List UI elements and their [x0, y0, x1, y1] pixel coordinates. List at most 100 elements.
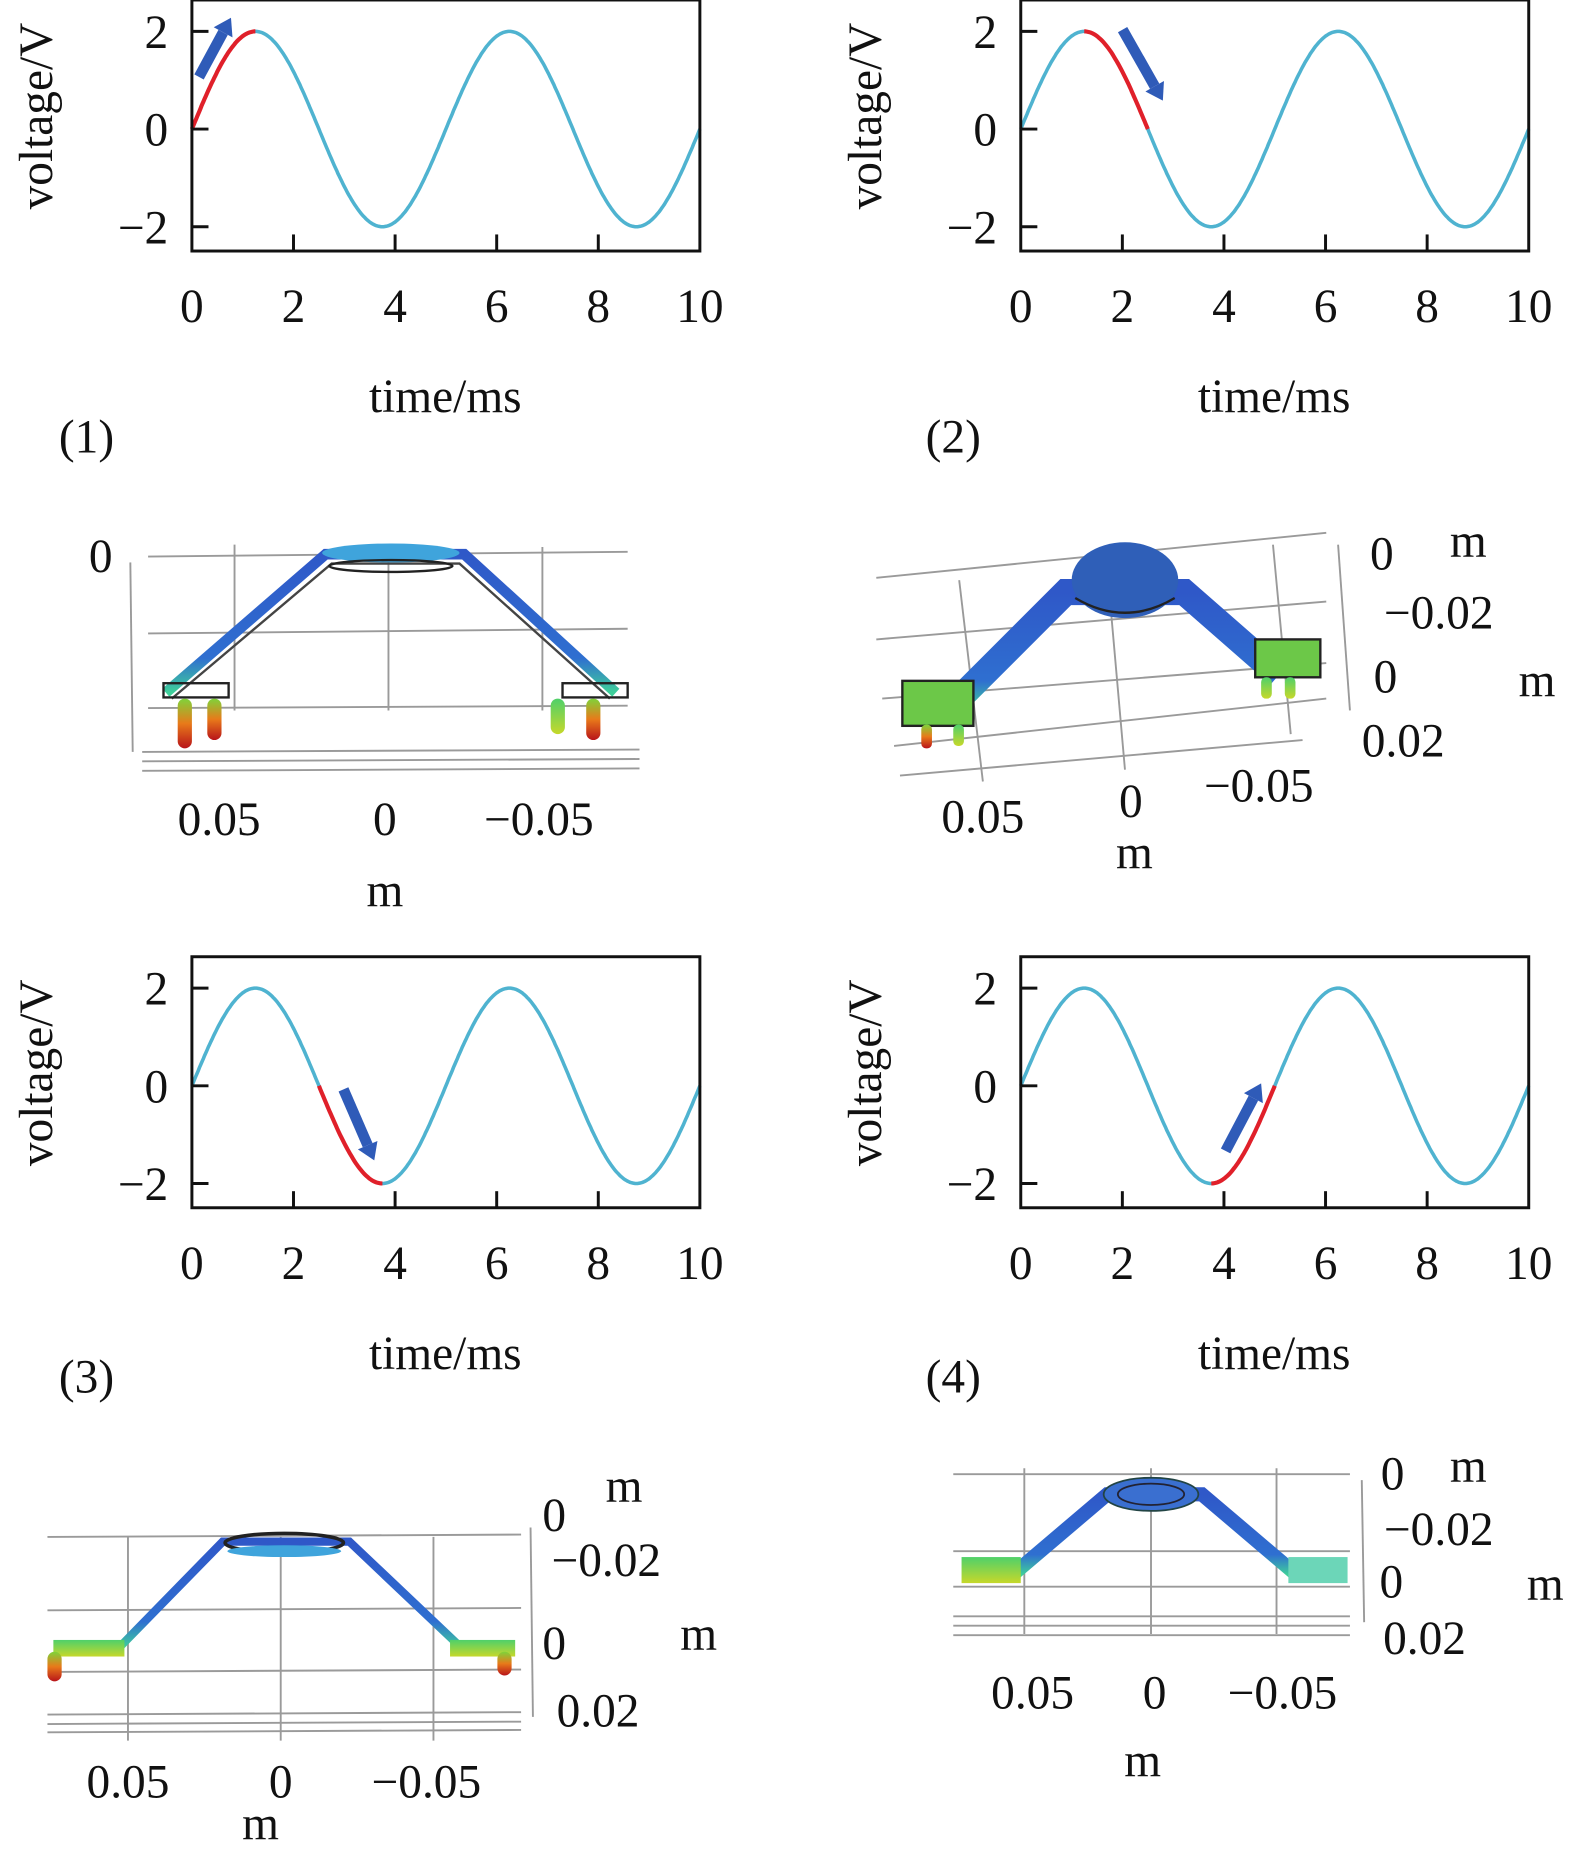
- x-tick-label: 2: [282, 1238, 306, 1290]
- plot-frame: [190, 955, 702, 1210]
- render-axis-label: m: [1450, 1440, 1487, 1492]
- arrow-head-icon: [213, 17, 233, 38]
- highlighted-segment: [1211, 1085, 1277, 1186]
- render-axis-label: m: [366, 865, 403, 917]
- deformation-render-1: [129, 543, 640, 772]
- x-tick-label: 8: [1415, 281, 1439, 333]
- x-tick-label: 6: [485, 281, 509, 333]
- plot-frame: [190, 0, 702, 253]
- direction-arrow: [1117, 26, 1160, 89]
- x-tick-label: 4: [1212, 281, 1236, 333]
- arrow-head-icon: [1243, 1083, 1263, 1104]
- render-axis-label: 0.05: [991, 1668, 1074, 1720]
- deformation-render-3: [47, 1527, 534, 1741]
- arrow-head-icon: [357, 1140, 378, 1161]
- highlighted-segment: [1084, 29, 1150, 130]
- x-tick-label: 6: [1314, 281, 1338, 333]
- direction-arrow: [1220, 1095, 1259, 1154]
- y-tick-label: 0: [973, 105, 997, 157]
- arrow-head-icon: [1145, 80, 1164, 101]
- direction-arrow: [338, 1087, 373, 1148]
- y-tick-label: 0: [145, 105, 169, 157]
- render-axis-label: m: [1527, 1559, 1564, 1611]
- voltage-curve: [1019, 29, 1531, 229]
- render-axis-label: −0.02: [552, 1535, 662, 1587]
- y-tick-label: 2: [973, 7, 997, 59]
- x-tick-label: 6: [1314, 1238, 1338, 1290]
- y-tick-label: −2: [118, 1159, 168, 1211]
- highlighted-segment: [189, 29, 256, 130]
- render-axis-label: m: [1116, 827, 1153, 879]
- x-tick-label: 8: [586, 1238, 610, 1290]
- y-tick-label: 2: [145, 964, 169, 1016]
- x-tick-label: 4: [1212, 1238, 1236, 1290]
- highlighted-segment: [317, 1085, 383, 1186]
- x-tick-label: 0: [1009, 281, 1033, 333]
- x-tick-label: 8: [1415, 1238, 1439, 1290]
- y-axis-label: voltage/V: [840, 979, 892, 1166]
- render-axis-label: 0: [269, 1756, 293, 1808]
- render-axis-label: 0: [89, 531, 113, 583]
- x-axis-label: time/ms: [1198, 1328, 1351, 1380]
- direction-arrow: [194, 29, 228, 80]
- x-axis-label: time/ms: [369, 371, 522, 423]
- render-axis-label: 0.05: [178, 794, 261, 846]
- render-axis-label: 0: [1374, 652, 1398, 704]
- y-tick-label: −2: [947, 202, 997, 254]
- x-tick-label: 10: [1505, 281, 1552, 333]
- x-tick-label: 0: [180, 1238, 204, 1290]
- render-axis-label: −0.05: [372, 1756, 482, 1808]
- x-tick-label: 8: [586, 281, 610, 333]
- render-axis-label: 0: [1119, 776, 1143, 828]
- voltage-curve: [190, 29, 702, 229]
- deformation-render-4: [953, 1468, 1366, 1637]
- render-axis-label: 0: [1143, 1668, 1167, 1720]
- y-tick-label: 0: [973, 1061, 997, 1113]
- render-axis-label: m: [606, 1460, 643, 1512]
- x-axis-label: time/ms: [369, 1328, 522, 1380]
- x-tick-label: 10: [676, 281, 723, 333]
- render-axis-label: m: [1450, 516, 1487, 568]
- render-axis-label: 0: [373, 794, 397, 846]
- y-tick-label: 0: [145, 1061, 169, 1113]
- x-tick-label: 2: [1111, 1238, 1135, 1290]
- render-axis-label: 0: [1370, 529, 1394, 581]
- render-axis-label: 0: [1381, 1449, 1405, 1501]
- render-axis-label: 0.05: [941, 791, 1024, 843]
- x-tick-label: 2: [282, 281, 306, 333]
- y-axis-label: voltage/V: [11, 979, 63, 1166]
- render-axis-label: m: [1519, 655, 1556, 707]
- panel-label: (2): [926, 411, 981, 463]
- x-tick-label: 0: [1009, 1238, 1033, 1290]
- render-axis-label: m: [680, 1608, 717, 1660]
- deformation-render-2: [876, 531, 1351, 782]
- render-axis-label: 0: [1380, 1556, 1404, 1608]
- y-tick-label: 2: [973, 964, 997, 1016]
- render-axis-label: m: [242, 1798, 279, 1850]
- render-axis-label: m: [1124, 1735, 1161, 1787]
- x-tick-label: 4: [383, 281, 407, 333]
- render-axis-label: −0.05: [1228, 1668, 1338, 1720]
- y-axis-label: voltage/V: [11, 23, 63, 210]
- render-axis-label: 0: [542, 1618, 566, 1670]
- render-axis-label: −0.05: [484, 794, 594, 846]
- y-tick-label: −2: [118, 202, 168, 254]
- x-tick-label: 0: [180, 281, 204, 333]
- x-tick-label: 10: [676, 1238, 723, 1290]
- render-axis-label: 0.02: [557, 1685, 640, 1737]
- x-tick-label: 6: [485, 1238, 509, 1290]
- panel-label: (1): [59, 411, 114, 463]
- plot-frame: [1019, 955, 1531, 1210]
- panel-label: (3): [59, 1351, 114, 1403]
- y-axis-label: voltage/V: [840, 23, 892, 210]
- x-tick-label: 10: [1505, 1238, 1552, 1290]
- render-axis-label: 0.02: [1362, 716, 1445, 768]
- render-axis-label: −0.02: [1384, 1504, 1494, 1556]
- y-tick-label: −2: [947, 1159, 997, 1211]
- render-axis-label: 0.05: [87, 1756, 170, 1808]
- y-tick-label: 2: [145, 7, 169, 59]
